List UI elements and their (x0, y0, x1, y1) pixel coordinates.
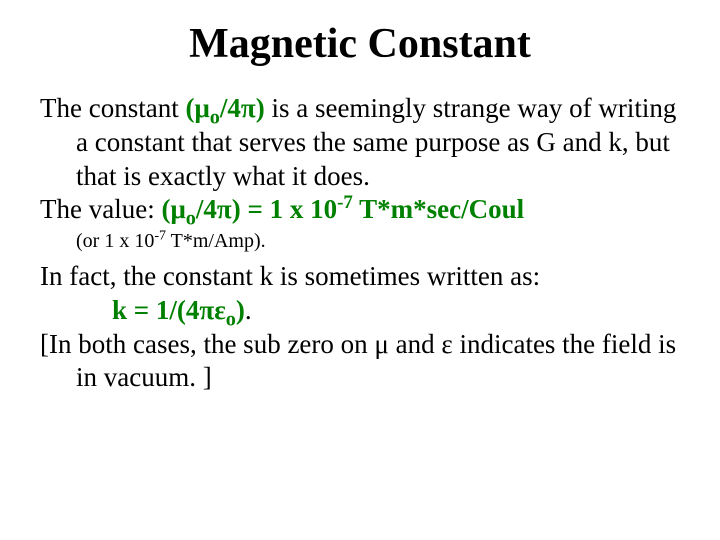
p2-units: T*m*sec/Coul (353, 194, 524, 224)
paragraph-1: The constant (μo/4π) is a seemingly stra… (40, 92, 680, 193)
p2-slash4: /4 (196, 194, 217, 224)
p4-mid: and (389, 329, 441, 359)
pi-symbol: π (241, 93, 256, 123)
p3-line1: In fact, the constant k is sometimes wri… (40, 261, 540, 291)
p1-expression: (μo/4π) (185, 93, 264, 123)
slide-body: The constant (μo/4π) is a seemingly stra… (40, 92, 680, 395)
note-exp: -7 (154, 228, 166, 243)
p1-slash4: /4 (220, 93, 241, 123)
p2-pre: The value: (40, 194, 161, 224)
mu-symbol: μ (194, 93, 209, 123)
note-line: (or 1 x 10-7 T*m/Amp). (40, 229, 680, 254)
note-post: T*m/Amp). (166, 230, 266, 252)
paragraph-4: [In both cases, the sub zero on μ and ε … (40, 328, 680, 396)
paragraph-3: In fact, the constant k is sometimes wri… (40, 260, 680, 328)
p1-pre: The constant (40, 93, 185, 123)
eps-symbol: ε (214, 295, 226, 325)
p3-sub-o: o (226, 308, 236, 330)
paragraph-2: The value: (μo/4π) = 1 x 10-7 T*m*sec/Co… (40, 193, 680, 227)
p2-paren-close: ) (232, 194, 241, 224)
p4-pre: [In both cases, the sub zero on (40, 329, 374, 359)
mu-symbol-3: μ (374, 329, 388, 359)
slide-title: Magnetic Constant (40, 20, 680, 68)
p2-expression: (μo/4π) = 1 x 10-7 T*m*sec/Coul (161, 194, 524, 224)
p2-sub-o: o (186, 208, 196, 230)
slide-container: Magnetic Constant The constant (μo/4π) i… (0, 0, 720, 415)
p2-exp: -7 (337, 192, 353, 213)
p3-keq-post: ) (236, 295, 245, 325)
p3-keq-pre: k = 1/(4 (112, 295, 199, 325)
p3-keq: k = 1/(4πεo) (112, 295, 245, 325)
note-pre: (or 1 x 10 (76, 230, 154, 252)
p1-sub-o: o (210, 106, 220, 128)
eps-symbol-2: ε (441, 329, 452, 359)
p1-paren-close: ) (256, 93, 265, 123)
p3-period: . (245, 295, 252, 325)
pi-symbol-2: π (217, 194, 232, 224)
mu-symbol-2: μ (170, 194, 185, 224)
p3-indent-wrap: k = 1/(4πεo). (76, 294, 252, 328)
p2-eq: = 1 x 10 (241, 194, 337, 224)
pi-symbol-3: π (199, 295, 214, 325)
